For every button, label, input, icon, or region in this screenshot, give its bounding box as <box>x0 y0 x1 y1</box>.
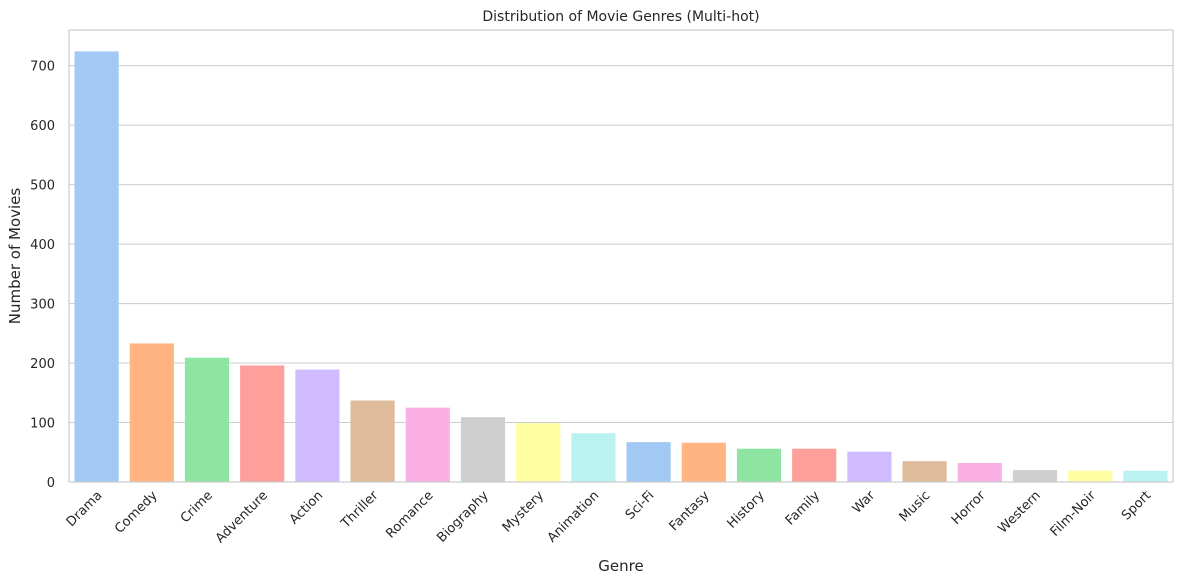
bar-sport <box>1123 470 1168 482</box>
x-tick-label: Romance <box>383 488 436 541</box>
x-tick-label: Film-Noir <box>1048 488 1100 540</box>
bar-romance <box>405 407 450 482</box>
bar-crime <box>184 357 230 482</box>
y-tick-label: 600 <box>30 119 55 134</box>
x-tick-label: Comedy <box>112 488 161 537</box>
x-tick-label: Animation <box>545 488 602 545</box>
bar-western <box>1012 470 1058 482</box>
x-tick-label: Sport <box>1119 488 1154 523</box>
bar-drama <box>74 51 119 483</box>
bar-war <box>847 451 892 482</box>
x-tick-label: Drama <box>64 488 106 530</box>
bar-film-noir <box>1068 470 1113 482</box>
bar-animation <box>571 433 616 482</box>
y-tick-label: 300 <box>30 298 55 313</box>
bar-sci-fi <box>626 442 671 482</box>
bar-music <box>902 461 947 482</box>
x-tick-label: Thriller <box>338 488 382 532</box>
x-tick-label: Music <box>897 488 934 525</box>
y-tick-labels: 0 100 200 300 400 500 600 700 <box>30 60 55 491</box>
x-tick-label: History <box>725 488 769 532</box>
x-tick-label: Mystery <box>500 488 547 535</box>
x-tick-label: Family <box>783 488 823 528</box>
bar-adventure <box>240 365 285 482</box>
bar-horror <box>957 462 1002 482</box>
gridlines <box>69 65 1173 483</box>
bar-biography <box>460 417 506 482</box>
bar-family <box>792 448 837 482</box>
chart-title: Distribution of Movie Genres (Multi-hot) <box>482 9 759 25</box>
x-tick-label: Biography <box>434 488 492 546</box>
y-tick-label: 400 <box>30 238 55 253</box>
x-tick-label: Adventure <box>213 488 271 546</box>
bar-fantasy <box>681 442 726 482</box>
y-tick-label: 500 <box>30 179 55 194</box>
y-tick-label: 0 <box>47 476 55 491</box>
bar-mystery <box>516 423 561 482</box>
y-tick-label: 700 <box>30 60 55 75</box>
x-tick-label: Sci-Fi <box>623 488 658 523</box>
x-tick-label: War <box>850 488 879 517</box>
bar-action <box>295 369 340 482</box>
x-tick-label: Horror <box>949 488 989 528</box>
bar-comedy <box>129 343 174 482</box>
x-axis-label: Genre <box>598 557 643 575</box>
plot-frame <box>68 29 1174 483</box>
y-axis-label: Number of Movies <box>6 188 24 325</box>
bar-thriller <box>350 400 395 482</box>
bars <box>74 51 1168 483</box>
x-tick-label: Action <box>287 488 326 527</box>
x-tick-label: Western <box>996 488 1044 536</box>
x-tick-label: Fantasy <box>667 488 713 534</box>
bar-history <box>736 448 782 482</box>
y-tick-label: 200 <box>30 357 55 372</box>
x-tick-label: Crime <box>178 488 216 526</box>
y-tick-label: 100 <box>30 417 55 432</box>
